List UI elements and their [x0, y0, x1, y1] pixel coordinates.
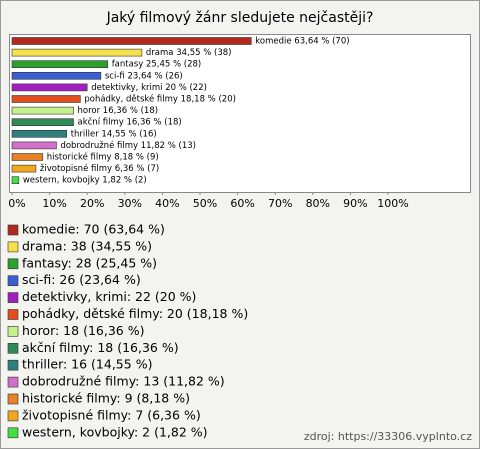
legend-swatch — [7, 292, 19, 303]
bar — [11, 118, 74, 126]
x-tick-label: 0% — [8, 197, 25, 210]
x-tick-label: 100% — [377, 197, 408, 210]
bar — [11, 83, 88, 92]
bar — [11, 37, 252, 45]
x-tick-label: 80% — [306, 197, 330, 210]
x-tick-label: 20% — [80, 197, 104, 210]
legend-label: akční filmy: 18 (16,36 %) — [22, 340, 179, 355]
legend-label: drama: 38 (34,55 %) — [22, 238, 152, 253]
legend-swatch — [7, 224, 19, 236]
legend-swatch — [7, 258, 19, 270]
value-label: detektivky, krimi 20 % (22) — [91, 83, 207, 93]
x-tick-label: 10% — [42, 197, 66, 210]
x-tick-label: 30% — [118, 197, 142, 210]
bar — [11, 106, 74, 115]
legend-swatch — [7, 241, 19, 253]
value-label: akční filmy 16,36 % (18) — [78, 117, 182, 128]
legend-label: dobrodružné filmy: 13 (11,82 %) — [22, 374, 225, 389]
legend-label: western, kovbojky: 2 (1,82 %) — [22, 424, 208, 439]
x-tick-label: 90% — [343, 197, 367, 210]
value-label: thriller 14,55 % (16) — [71, 129, 157, 139]
legend-swatch — [7, 376, 19, 388]
legend-label: sci-fi: 26 (23,64 %) — [22, 272, 141, 287]
legend-label: fantasy: 28 (25,45 %) — [22, 255, 157, 270]
legend-swatch — [7, 326, 19, 337]
value-label: western, kovbojky 1,82 % (2) — [23, 176, 147, 186]
legend-swatch — [7, 309, 19, 320]
x-tick-label: 60% — [230, 197, 254, 210]
legend-label: detektivky, krimi: 22 (20 %) — [22, 289, 196, 304]
bar — [11, 60, 108, 69]
legend-label: horor: 18 (16,36 %) — [22, 323, 144, 338]
legend-label: životopisné filmy: 7 (6,36 %) — [22, 407, 201, 422]
bar — [11, 72, 102, 80]
legend-swatch — [7, 393, 19, 405]
legend-label: komedie: 70 (63,64 %) — [22, 222, 165, 237]
x-tick-label: 50% — [193, 197, 217, 210]
x-tick-label: 70% — [268, 197, 292, 210]
bar — [11, 141, 57, 150]
x-tick-label: 40% — [155, 197, 179, 210]
value-label: dobrodružné filmy 11,82 % (13) — [60, 140, 196, 151]
bar — [11, 164, 37, 173]
bar — [11, 153, 44, 161]
value-label: horor 16,36 % (18) — [78, 106, 159, 116]
legend-swatch — [7, 342, 19, 354]
value-label: drama 34,55 % (38) — [146, 48, 232, 58]
value-label: pohádky, dětské filmy 18,18 % (20) — [84, 94, 236, 105]
legend-label: pohádky, dětské filmy: 20 (18,18 %) — [22, 306, 248, 321]
legend-label: thriller: 16 (14,55 %) — [22, 357, 152, 372]
value-label: komedie 63,64 % (70) — [255, 37, 349, 47]
value-label: historické filmy 8,18 % (9) — [47, 152, 159, 163]
bar — [11, 95, 81, 103]
legend-swatch — [7, 275, 19, 287]
chart-title: Jaký filmový žánr sledujete nejčastěji? — [106, 10, 374, 26]
value-label: fantasy 25,45 % (28) — [112, 60, 202, 70]
value-label: sci-fi 23,64 % (26) — [105, 71, 183, 81]
bar — [11, 176, 20, 184]
legend-label: historické filmy: 9 (8,18 %) — [22, 391, 190, 406]
value-label: životopisné filmy 6,36 % (7) — [40, 163, 159, 174]
legend-swatch — [7, 359, 19, 371]
legend-swatch — [7, 427, 19, 439]
bar — [11, 48, 143, 57]
source: zdroj: https://33306.vyplnto.cz — [304, 430, 472, 443]
bar — [11, 130, 68, 138]
legend-swatch — [7, 410, 19, 422]
